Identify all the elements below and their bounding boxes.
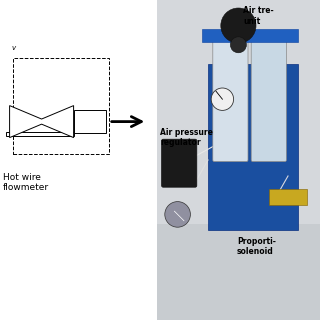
Bar: [74, 110, 106, 133]
Bar: [157, 0, 320, 320]
Text: Air tre-
unit: Air tre- unit: [243, 6, 274, 26]
FancyBboxPatch shape: [251, 37, 286, 162]
Bar: [269, 189, 307, 205]
Text: Air pressure
regulator: Air pressure regulator: [160, 128, 213, 148]
Bar: [13, 58, 109, 154]
Text: Proporti-
solenoid: Proporti- solenoid: [237, 237, 276, 256]
Bar: [157, 0, 320, 224]
Text: v: v: [11, 45, 15, 51]
Circle shape: [230, 37, 246, 53]
FancyBboxPatch shape: [213, 37, 248, 162]
Bar: [202, 29, 298, 42]
FancyBboxPatch shape: [162, 139, 197, 187]
Bar: [6, 132, 74, 136]
Text: Hot wire
flowmeter: Hot wire flowmeter: [3, 173, 49, 192]
Bar: [208, 64, 298, 230]
Polygon shape: [10, 106, 74, 138]
Circle shape: [221, 8, 256, 43]
Circle shape: [211, 88, 234, 110]
Circle shape: [165, 202, 190, 227]
